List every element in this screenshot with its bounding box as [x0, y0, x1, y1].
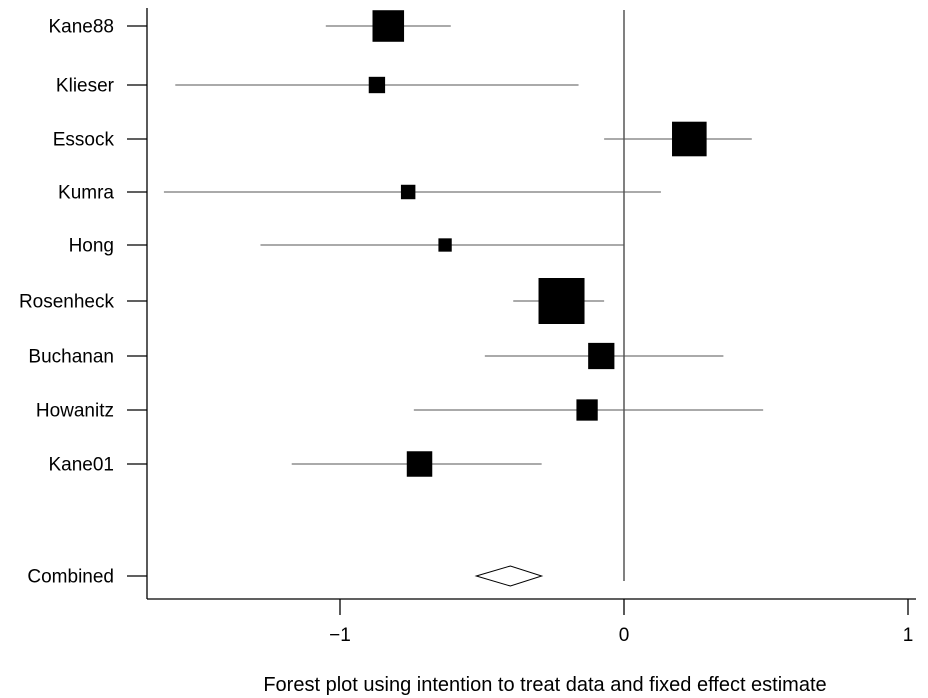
study-row: Howanitz: [36, 399, 764, 422]
study-label: Buchanan: [28, 347, 114, 368]
study-label: Kane01: [48, 455, 114, 476]
point-estimate: [538, 278, 585, 324]
study-label: Kane88: [48, 17, 114, 38]
combined-diamond: [474, 565, 544, 587]
study-row: Rosenheck: [19, 278, 605, 324]
point-estimate: [588, 342, 615, 370]
point-estimate: [576, 399, 598, 421]
study-row: Klieser: [56, 76, 579, 97]
combined-row: Combined: [27, 565, 544, 588]
plot-axes: −1 0 1: [146, 8, 916, 646]
x-tick-label: 0: [619, 625, 630, 646]
study-row: Essock: [53, 121, 752, 157]
study-label: Kumra: [58, 183, 114, 204]
study-rows: Kane88 Klieser Essock Kumra Hong Rosenheck Buc…: [19, 10, 764, 477]
study-row: Kane01: [48, 451, 542, 477]
combined-label: Combined: [27, 567, 114, 588]
study-label: Klieser: [56, 76, 115, 97]
study-label: Essock: [53, 130, 115, 151]
point-estimate: [368, 76, 386, 94]
study-row: Kane88: [48, 10, 451, 42]
point-estimate: [438, 238, 452, 252]
study-row: Kumra: [58, 183, 661, 204]
study-label: Rosenheck: [19, 292, 115, 313]
study-row: Hong: [69, 236, 624, 257]
point-estimate: [672, 121, 707, 157]
point-estimate: [400, 184, 416, 200]
x-tick-label: −1: [329, 625, 351, 646]
study-label: Hong: [69, 236, 114, 257]
x-axis-label: Forest plot using intention to treat dat…: [263, 674, 826, 696]
point-estimate: [372, 10, 405, 42]
x-tick-label: 1: [903, 625, 914, 646]
study-label: Howanitz: [36, 401, 114, 422]
point-estimate: [406, 451, 433, 477]
study-row: Buchanan: [28, 342, 724, 370]
